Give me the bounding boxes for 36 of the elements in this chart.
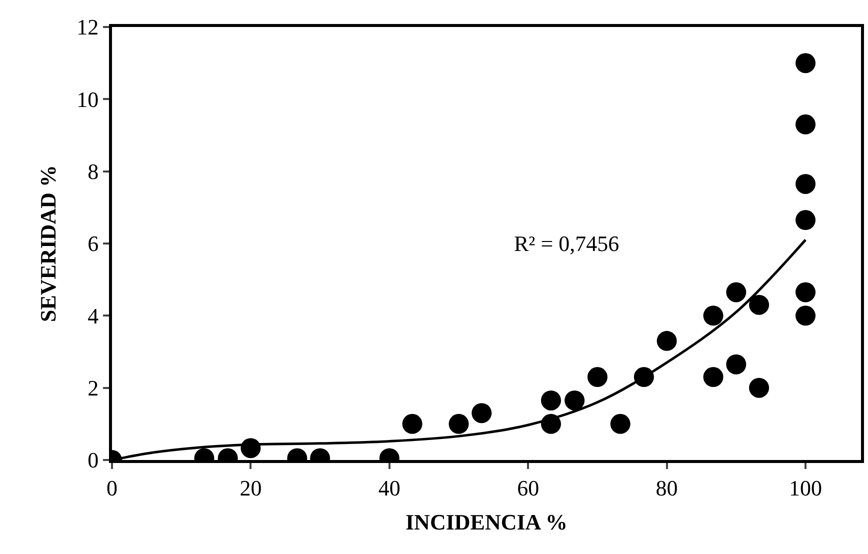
x-tick-label: 20 (240, 475, 262, 500)
point (796, 174, 816, 194)
x-tick-label: 60 (517, 475, 540, 500)
point (610, 414, 630, 434)
y-tick-label: 12 (76, 14, 99, 40)
point (402, 414, 422, 434)
y-tick-label: 6 (88, 231, 99, 256)
point (703, 367, 724, 387)
point (564, 390, 585, 410)
point (472, 403, 492, 424)
point (587, 367, 608, 387)
y-tick-label: 8 (88, 159, 99, 184)
point (726, 354, 746, 374)
annotation: R² = 0,7456 (514, 231, 620, 256)
point (541, 390, 561, 410)
point (448, 414, 469, 434)
point (796, 210, 816, 230)
point (726, 282, 746, 302)
point (796, 282, 816, 302)
y-tick-label: 0 (88, 448, 99, 473)
y-tick-label: 10 (76, 86, 99, 112)
x-tick-label: 80 (656, 475, 678, 500)
x-axis-title: INCIDENCIA % (406, 509, 568, 534)
point (749, 294, 770, 315)
y-axis-title: SEVERIDAD % (35, 164, 60, 322)
point (796, 53, 816, 74)
x-tick-label: 40 (378, 475, 400, 500)
y-tick-label: 2 (88, 376, 99, 401)
point (749, 378, 770, 398)
point (796, 306, 816, 326)
point (703, 306, 724, 326)
x-tick-label: 0 (106, 475, 118, 500)
point (796, 114, 816, 134)
x-tick-label: 100 (789, 475, 822, 500)
point (656, 330, 677, 351)
y-tick-label: 4 (88, 303, 99, 328)
